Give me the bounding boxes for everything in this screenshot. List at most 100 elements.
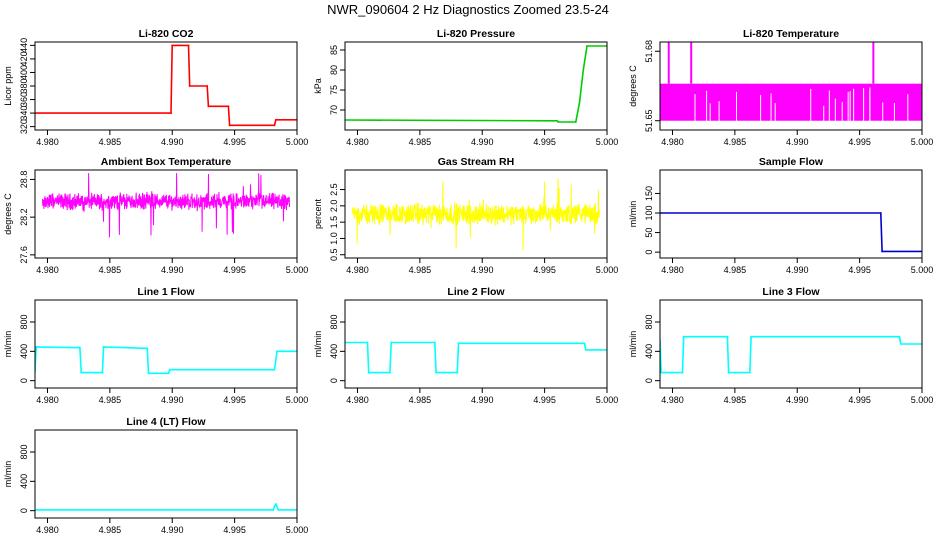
y-tick-label: 70 [329, 105, 339, 115]
x-tick-label: 4.995 [533, 395, 556, 405]
data-point [206, 85, 209, 87]
y-tick-label: 340 [19, 106, 29, 121]
plot-data-group [345, 45, 607, 123]
x-tick-label: 4.985 [724, 265, 747, 275]
panel-gas-stream-rh: Gas Stream RH 4.980 4.985 4.990 4.995 5.000 0.… [313, 156, 618, 275]
x-tick-label: 4.985 [724, 395, 747, 405]
panel-sample-flow: Sample Flow 4.980 4.985 4.990 4.995 5.000 0 50 1… [628, 156, 933, 275]
x-tick-label: 4.995 [848, 395, 871, 405]
x-tick-label: 5.000 [286, 395, 309, 405]
data-point [102, 346, 105, 348]
data-point [584, 349, 587, 351]
y-tick-label: 380 [19, 78, 29, 93]
x-tick-label: 4.990 [161, 137, 184, 147]
series-band-li-820-temperature [660, 83, 922, 121]
plot-frame [659, 299, 923, 389]
panel-grid: Li-820 CO2 4.980 4.985 4.990 4.995 5.000 32034… [3, 28, 933, 535]
x-tick-label: 4.980 [36, 395, 59, 405]
data-point [101, 371, 104, 374]
y-tick-label: 400 [19, 65, 29, 80]
plot-frame [344, 299, 608, 389]
panel-title: Gas Stream RH [438, 156, 514, 168]
x-tick-label: 4.995 [223, 137, 246, 147]
plot-data-group [42, 173, 290, 238]
plot-data-group [345, 341, 607, 374]
data-point [273, 124, 276, 127]
y-axis-label: ml/min [3, 461, 13, 488]
x-tick-label: 5.000 [286, 265, 309, 275]
y-tick-label: 27.6 [19, 246, 29, 264]
y-tick-label: 360 [19, 92, 29, 107]
data-point [899, 343, 902, 345]
x-tick-label: 5.000 [286, 525, 309, 535]
data-point [898, 335, 901, 338]
data-point [435, 371, 437, 374]
figure-main-title: NWR_090604 2 Hz Diagnostics Zoomed 23.5-… [327, 2, 609, 17]
y-tick-label: 2.0 [329, 200, 339, 213]
panel-title: Li-820 CO2 [139, 28, 194, 40]
plot-data-group [35, 44, 297, 127]
x-tick-label: 4.985 [724, 137, 747, 147]
series-line-line-2-flow [345, 341, 607, 374]
y-axis-label: ml/min [313, 331, 323, 358]
data-point [276, 350, 278, 353]
plot-data-group [35, 346, 297, 375]
x-tick-label: 4.995 [533, 265, 556, 275]
data-point [168, 368, 171, 371]
panel-li-820-temperature: Li-820 Temperature 4.980 4.985 4.990 4.995 5.… [628, 28, 933, 147]
y-tick-label: 800 [19, 444, 29, 459]
plot-data-group [352, 178, 600, 251]
data-point [586, 45, 588, 47]
y-tick-label: 51.68 [644, 40, 654, 63]
panel-title: Sample Flow [759, 156, 824, 168]
panel-line-2-flow: Line 2 Flow 4.980 4.985 4.990 4.995 5.000 0 400… [313, 286, 618, 405]
series-line-gas-stream-rh [352, 178, 600, 251]
x-tick-label: 4.985 [99, 525, 122, 535]
series-line-line-4-lt-flow [35, 502, 297, 511]
data-point [660, 371, 663, 374]
y-tick-label: 0 [329, 378, 339, 383]
data-point [146, 347, 149, 350]
x-tick-label: 4.995 [533, 137, 556, 147]
y-tick-label: 400 [19, 344, 29, 359]
plot-frame [659, 169, 923, 259]
data-point [272, 509, 275, 511]
data-point [188, 85, 191, 87]
plot-frame [659, 41, 923, 131]
data-point [171, 44, 174, 47]
y-tick-label: 1.5 [329, 216, 339, 229]
y-tick-label: 420 [19, 51, 29, 66]
plot-frame [344, 169, 608, 259]
x-tick-label: 4.980 [346, 395, 369, 405]
data-point [273, 368, 276, 371]
plot-data-group [660, 42, 922, 121]
y-tick-label: 800 [19, 314, 29, 329]
x-tick-label: 4.980 [661, 265, 684, 275]
x-tick-label: 5.000 [911, 137, 934, 147]
y-axis-label: percent [313, 198, 323, 229]
data-point [433, 341, 436, 344]
y-tick-label: 400 [644, 344, 654, 359]
data-point [367, 371, 370, 374]
x-tick-label: 4.995 [223, 395, 246, 405]
data-point [390, 341, 393, 344]
panel-title: Line 2 Flow [447, 286, 505, 298]
data-point [879, 212, 882, 214]
y-tick-label: 1.0 [329, 232, 339, 245]
y-tick-label: 75 [329, 85, 339, 95]
data-point [726, 335, 729, 338]
plot-data-group [660, 335, 922, 374]
panel-title: Li-820 Pressure [437, 28, 515, 40]
y-axis-label: ml/min [3, 331, 13, 358]
data-point [681, 371, 684, 374]
y-tick-label: 0.5 [329, 248, 339, 261]
series-line-li-820-co2 [35, 44, 297, 127]
y-tick-label: 51.65 [644, 109, 654, 132]
y-axis-label: degrees C [628, 65, 638, 107]
data-point [147, 372, 150, 375]
data-point [750, 335, 752, 338]
data-point [167, 372, 170, 375]
y-axis-label: kPa [313, 78, 323, 94]
data-point [207, 105, 210, 108]
